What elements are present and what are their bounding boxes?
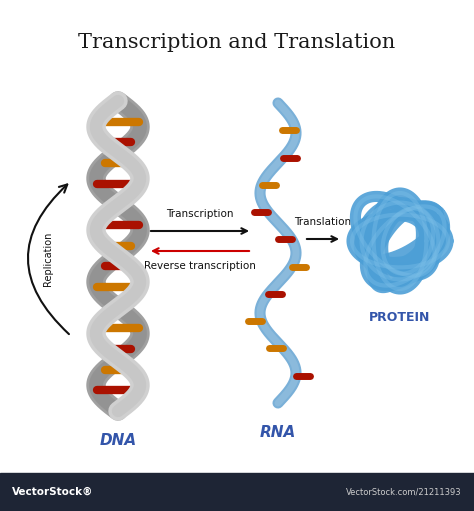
Text: PROTEIN: PROTEIN	[369, 311, 431, 324]
FancyArrowPatch shape	[28, 184, 69, 334]
Text: Transcription: Transcription	[166, 209, 234, 219]
Text: Reverse transcription: Reverse transcription	[144, 261, 256, 271]
Text: Translation: Translation	[294, 217, 352, 227]
Text: VectorStock.com/21211393: VectorStock.com/21211393	[346, 487, 462, 497]
Bar	[0, 473, 474, 511]
Text: VectorStock®: VectorStock®	[12, 487, 93, 497]
Text: RNA: RNA	[260, 425, 296, 440]
Text: DNA: DNA	[100, 433, 137, 448]
Text: Transcription and Translation: Transcription and Translation	[78, 33, 396, 52]
Text: Replication: Replication	[43, 231, 53, 286]
